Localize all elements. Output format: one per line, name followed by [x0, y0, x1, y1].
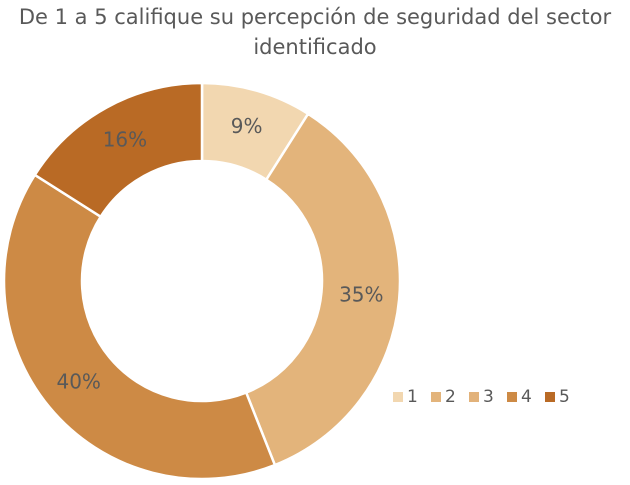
data-label-1: 9% — [231, 114, 263, 138]
chart-title: De 1 a 5 califique su percepción de segu… — [18, 5, 612, 59]
legend-swatch-5 — [545, 392, 555, 402]
donut-slice-5 — [33, 81, 204, 219]
data-label-4: 40% — [56, 369, 100, 393]
legend-label-2: 2 — [445, 387, 456, 407]
legend-swatch-4 — [507, 392, 517, 402]
legend-swatch-1 — [393, 392, 403, 402]
donut-slice-4 — [2, 173, 277, 481]
legend-label-1: 1 — [407, 387, 418, 407]
data-label-5: 16% — [103, 127, 147, 151]
donut-slice-2 — [244, 112, 402, 467]
legend-swatch-3 — [469, 392, 479, 402]
legend-label-5: 5 — [559, 387, 570, 407]
data-label-2: 35% — [339, 283, 383, 307]
legend-label-3: 3 — [483, 387, 494, 407]
legend-swatch-2 — [431, 392, 441, 402]
legend-label-4: 4 — [521, 387, 532, 407]
